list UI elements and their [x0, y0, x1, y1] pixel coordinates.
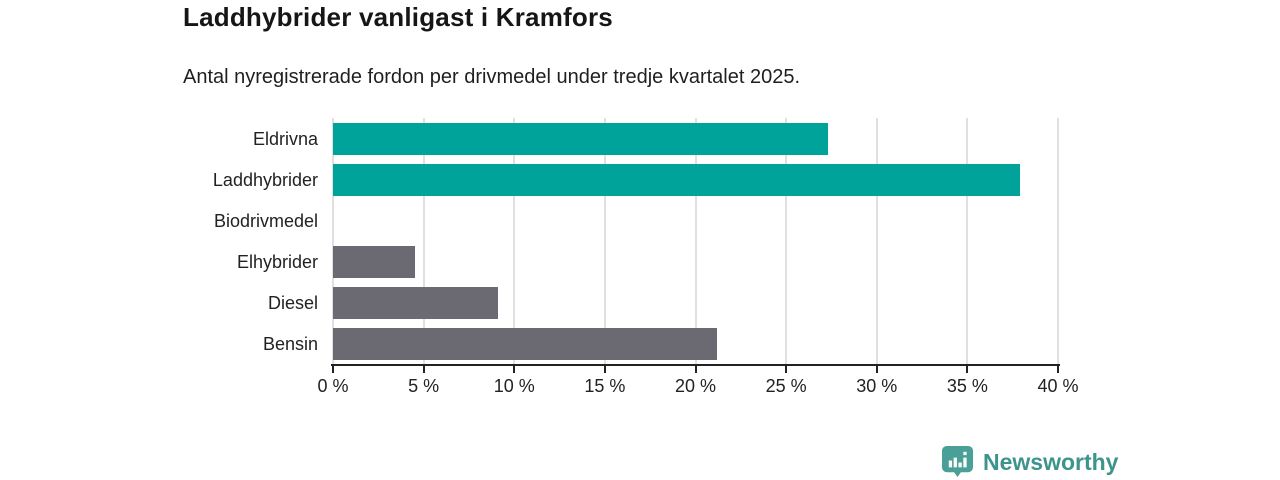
y-axis-labels: Eldrivna Laddhybrider Biodrivmedel Elhybrid…	[0, 118, 318, 364]
bar-elhybrider	[333, 246, 415, 278]
category-label-bensin: Bensin	[262, 334, 318, 354]
gridline-30pct	[875, 118, 878, 364]
x-axis-line	[331, 364, 1060, 366]
x-tick-label-0pct: 0 %	[317, 376, 349, 396]
x-tick-label-15pct: 15 %	[584, 376, 626, 396]
gridline-0pct	[332, 118, 334, 364]
x-tick-0pct	[332, 366, 334, 373]
x-tick-label-40pct: 40 %	[1037, 376, 1079, 396]
gridline-40pct	[1057, 118, 1059, 364]
gridline-20pct	[694, 118, 697, 364]
x-tick-40pct	[1057, 366, 1059, 373]
gridline-10pct	[513, 118, 516, 364]
x-tick-30pct	[875, 366, 878, 373]
x-tick-label-35pct: 35 %	[946, 376, 988, 396]
bar-chart-speech-bubble-icon	[941, 445, 974, 479]
chart-title: Laddhybrider vanligast i Kramfors	[183, 2, 613, 32]
x-tick-label-25pct: 25 %	[765, 376, 807, 396]
category-label-biodrivmedel: Biodrivmedel	[213, 211, 318, 231]
gridline-15pct	[603, 118, 606, 364]
bar-chart: Eldrivna Laddhybrider Biodrivmedel Elhybrid…	[0, 118, 1280, 408]
x-tick-35pct	[966, 366, 969, 373]
category-label-diesel: Diesel	[267, 293, 318, 313]
x-tick-20pct	[694, 366, 697, 373]
bar-eldrivna	[333, 123, 828, 155]
gridline-35pct	[966, 118, 969, 364]
chart-subtitle: Antal nyregistrerade fordon per drivmede…	[183, 66, 801, 88]
bar-laddhybrider	[333, 164, 1020, 196]
category-label-laddhybrider: Laddhybrider	[212, 170, 318, 190]
plot-area	[332, 118, 1059, 364]
bar-diesel	[333, 287, 498, 319]
category-label-elhybrider: Elhybrider	[236, 252, 318, 272]
gridline-25pct	[785, 118, 788, 364]
x-tick-10pct	[513, 366, 516, 373]
category-label-eldrivna: Eldrivna	[252, 129, 318, 149]
x-tick-15pct	[603, 366, 606, 373]
x-tick-label-10pct: 10 %	[493, 376, 535, 396]
x-tick-label-5pct: 5 %	[408, 376, 440, 396]
newsworthy-logo: Newsworthy	[941, 445, 1118, 479]
gridline-5pct	[422, 118, 425, 364]
bar-bensin	[333, 328, 718, 360]
x-tick-5pct	[422, 366, 425, 373]
x-tick-label-30pct: 30 %	[856, 376, 898, 396]
x-tick-label-20pct: 20 %	[674, 376, 717, 396]
newsworthy-logo-text: Newsworthy	[983, 448, 1119, 475]
x-tick-25pct	[785, 366, 788, 373]
